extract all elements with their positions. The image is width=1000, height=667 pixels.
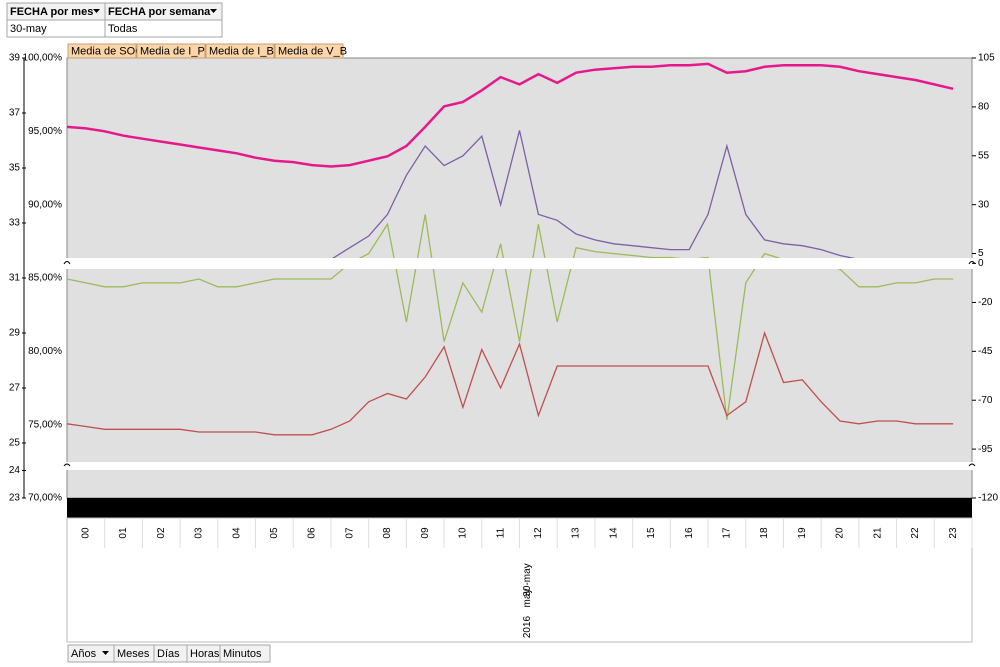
axis-breaks xyxy=(40,258,985,470)
time-button-label: Meses xyxy=(117,648,150,660)
x-tick-label: 03 xyxy=(194,527,205,539)
y3-tick-label: 27 xyxy=(9,383,21,394)
y-tick-label: 90,00% xyxy=(28,199,62,210)
series-line xyxy=(66,62,954,168)
y-tick-label: 95,00% xyxy=(28,126,62,137)
y2-tick-label: 55 xyxy=(978,150,990,161)
dropdown-arrow[interactable] xyxy=(210,9,217,13)
series-line xyxy=(66,330,954,436)
x-tick-label: 10 xyxy=(458,527,469,539)
time-button-label: Minutos xyxy=(223,648,262,660)
x-tick-label: 06 xyxy=(307,527,318,539)
y-tick-label: 75,00% xyxy=(28,419,62,430)
x-tick-label: 18 xyxy=(759,527,770,539)
x-tick-label: 15 xyxy=(646,527,657,539)
time-button-label: Horas xyxy=(190,648,220,660)
x-tick-label: 11 xyxy=(495,527,506,538)
x-tick-label: 23 xyxy=(948,527,959,539)
y2-tick-label: -120 xyxy=(978,493,998,504)
x-tick-label: 01 xyxy=(118,527,129,539)
legend-button[interactable] xyxy=(136,43,206,59)
y3-tick-label: 24 xyxy=(9,465,21,476)
legend-button[interactable] xyxy=(67,43,137,59)
x-tick-label: 13 xyxy=(571,527,582,539)
legend-label: Media de I_P xyxy=(140,45,205,57)
filter-value: 30-may xyxy=(10,23,47,35)
legend-button[interactable] xyxy=(205,43,275,59)
x-tick-label: 05 xyxy=(269,527,280,539)
dropdown-arrow[interactable] xyxy=(93,9,100,13)
legend-label: Media de V_B xyxy=(278,45,347,57)
x-group-label: 30-may xyxy=(522,563,533,596)
x-group-label: may xyxy=(522,589,533,608)
series-line xyxy=(330,130,860,261)
time-button-label: Años xyxy=(71,648,97,660)
x-tick-label: 04 xyxy=(231,527,242,539)
y3-tick-label: 25 xyxy=(9,438,21,449)
y2-tick-label: 30 xyxy=(978,199,990,210)
category-axis-band xyxy=(67,498,972,518)
y3-tick-label: 23 xyxy=(9,493,21,504)
legend-label: Media de I_B xyxy=(209,45,274,57)
y2-tick-label: 80 xyxy=(978,102,990,113)
time-buttons: Años Meses Días Horas Minutos xyxy=(67,644,271,663)
y3-tick-label: 39 xyxy=(9,53,21,64)
filter-label: FECHA por semana xyxy=(108,6,211,18)
y-tick-label: 70,00% xyxy=(28,493,62,504)
y2-tick-label: 0 xyxy=(978,258,984,269)
legend-label: Media de SOC xyxy=(71,45,143,57)
x-tick-label: 12 xyxy=(533,527,544,539)
y-tick-label: 100,00% xyxy=(23,53,63,64)
filter-label: FECHA por mes xyxy=(10,6,93,18)
y2-tick-label: -20 xyxy=(978,297,993,308)
time-button-label: Días xyxy=(157,648,180,660)
y3-tick-label: 35 xyxy=(9,163,21,174)
filter-value-cell xyxy=(104,19,223,38)
y2-tick-label: -70 xyxy=(978,395,993,406)
filter-value: Todas xyxy=(108,23,138,35)
y3-tick-label: 33 xyxy=(9,218,21,229)
x-tick-label: 00 xyxy=(80,527,91,539)
x-tick-label: 08 xyxy=(382,527,393,539)
x-tick-label: 20 xyxy=(835,527,846,539)
axes: 70,00% 75,00% 80,00% 85,00% 90,00% 95,00% 100,… xyxy=(9,53,999,638)
y2-tick-label: 105 xyxy=(978,53,995,64)
x-tick-label: 19 xyxy=(797,527,808,539)
x-tick-label: 02 xyxy=(156,527,167,539)
y3-tick-label: 29 xyxy=(9,328,21,339)
dropdown-arrow[interactable] xyxy=(102,651,109,655)
y3-tick-label: 37 xyxy=(9,108,21,119)
x-tick-label: 07 xyxy=(344,527,355,539)
y-tick-label: 85,00% xyxy=(28,273,62,284)
x-group-label: 2016 xyxy=(522,615,533,638)
y2-tick-label: -95 xyxy=(978,444,993,455)
x-tick-label: 21 xyxy=(872,527,883,539)
x-tick-label: 17 xyxy=(722,527,733,539)
y-tick-label: 80,00% xyxy=(28,346,62,357)
x-tick-label: 22 xyxy=(910,527,921,539)
legend-button[interactable] xyxy=(274,43,344,59)
x-tick-label: 09 xyxy=(420,527,431,539)
y2-tick-label: 5 xyxy=(978,248,984,259)
x-tick-label: 14 xyxy=(608,527,619,539)
y3-tick-label: 31 xyxy=(9,273,21,284)
filter-area: FECHA por mes FECHA por semana 30-may To… xyxy=(6,2,223,38)
x-tick-label: 16 xyxy=(684,527,695,539)
y2-tick-label: -45 xyxy=(978,346,993,357)
time-button[interactable] xyxy=(219,644,271,663)
